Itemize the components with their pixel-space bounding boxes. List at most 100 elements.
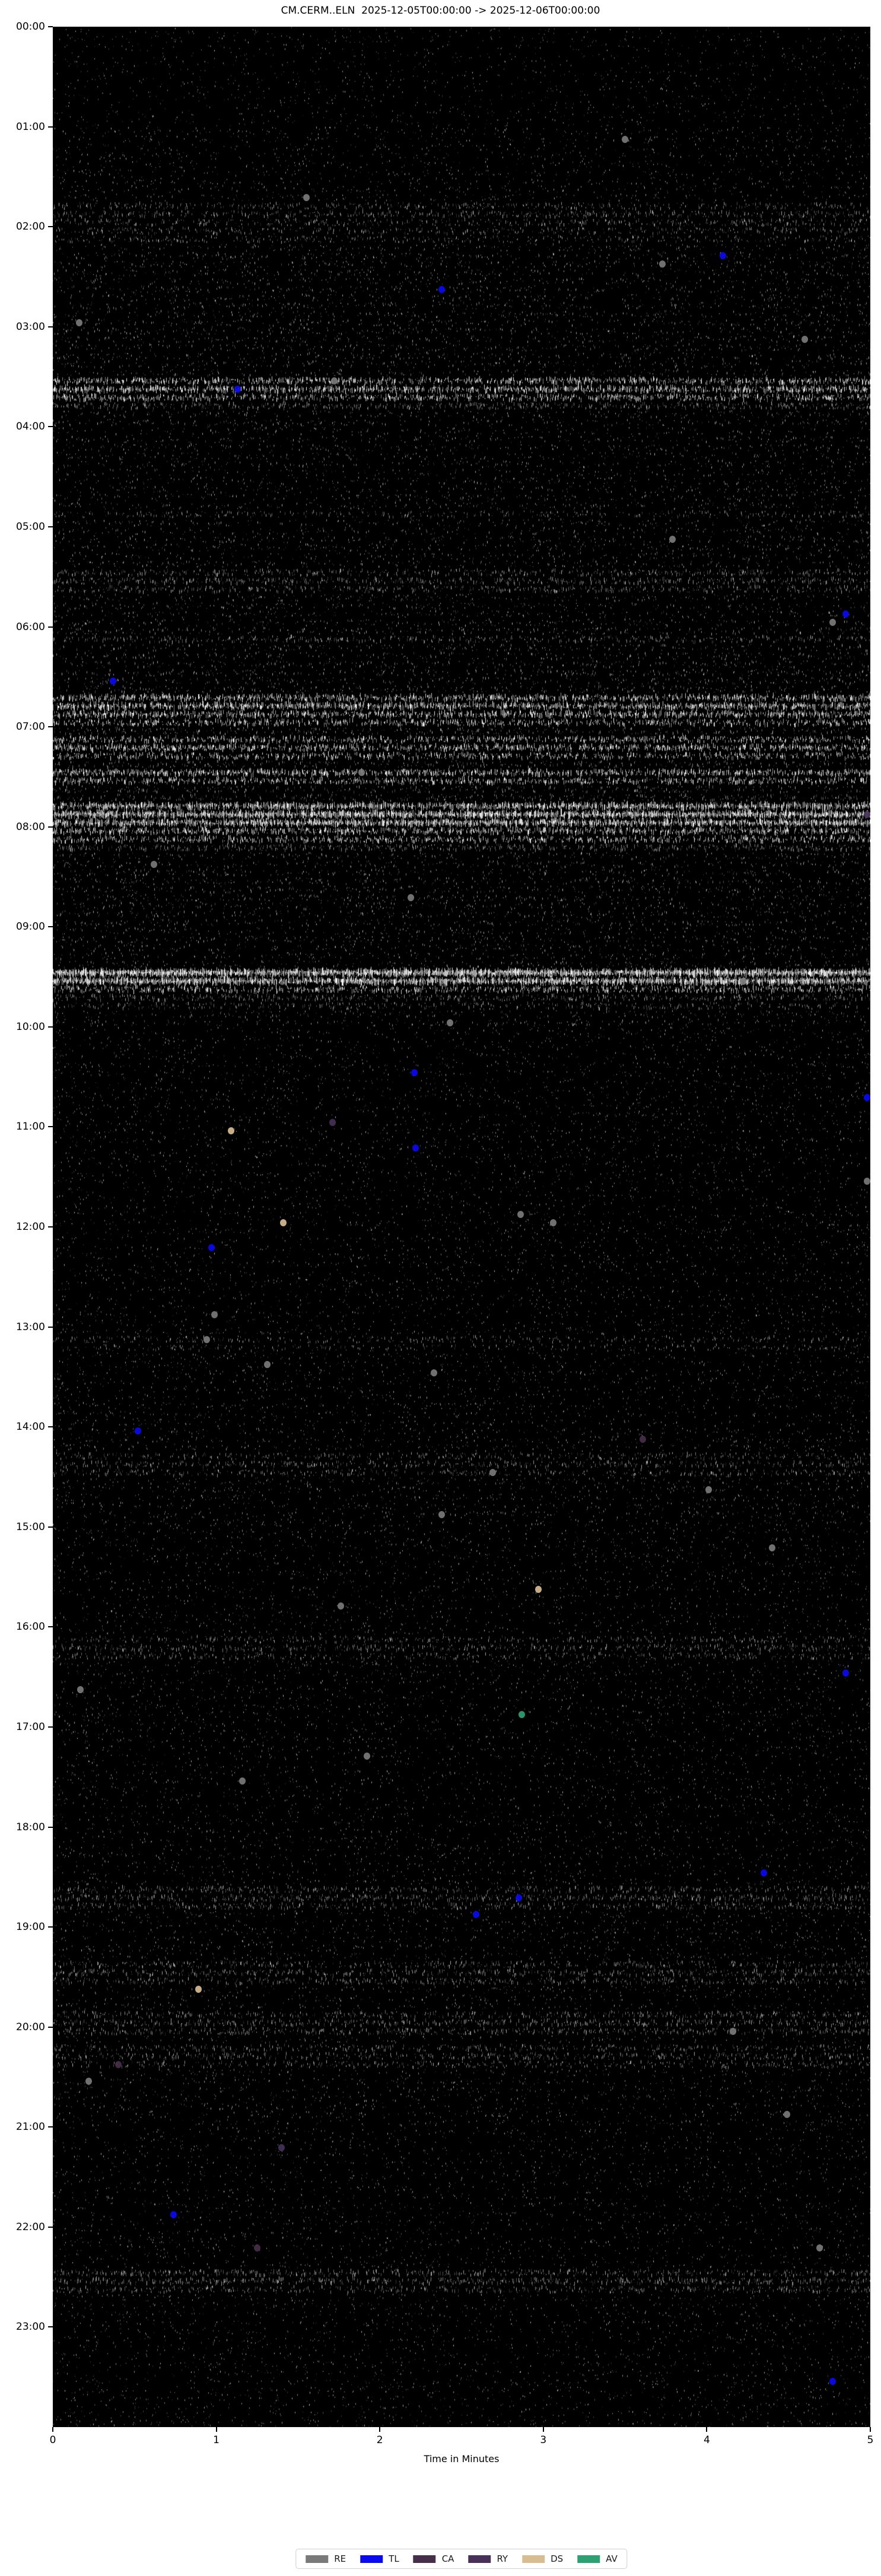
- legend-label: TL: [389, 2553, 399, 2564]
- legend-swatch-DS: [522, 2555, 545, 2563]
- event-marker-TL: [110, 677, 117, 685]
- event-marker-AV: [519, 1710, 526, 1718]
- x-tick-label: 2: [376, 2434, 383, 2446]
- y-tick-label: 21:00: [16, 2121, 45, 2133]
- event-marker-RE: [447, 1019, 454, 1026]
- event-marker-RE: [303, 193, 310, 201]
- legend-label: CA: [441, 2553, 454, 2564]
- legend: RE TL CA RY DS AV: [295, 2549, 628, 2569]
- y-tick-label: 14:00: [16, 1421, 45, 1433]
- event-marker-RE: [829, 619, 837, 626]
- event-marker-RY: [329, 1119, 336, 1127]
- legend-label: RY: [497, 2553, 508, 2564]
- y-tick-label: 19:00: [16, 1921, 45, 1933]
- event-marker-TL: [411, 1069, 418, 1077]
- event-marker-TL: [208, 1244, 215, 1252]
- y-tick-label: 18:00: [16, 1821, 45, 1833]
- y-tick-mark: [48, 726, 53, 728]
- x-tick-mark: [215, 2427, 217, 2432]
- event-marker-RY: [863, 810, 870, 818]
- legend-item-AV: AV: [577, 2553, 618, 2564]
- event-marker-RE: [783, 2111, 790, 2119]
- event-marker-DS: [227, 1127, 234, 1135]
- event-marker-RE: [358, 769, 365, 777]
- y-tick-mark: [48, 1926, 53, 1928]
- event-marker-RE: [549, 1219, 556, 1226]
- event-marker-TL: [412, 1144, 419, 1152]
- y-tick-label: 03:00: [16, 320, 45, 333]
- event-marker-RE: [669, 535, 676, 543]
- event-marker-RE: [622, 135, 629, 143]
- y-tick-mark: [48, 1426, 53, 1428]
- y-tick-label: 23:00: [16, 2321, 45, 2333]
- event-marker-TL: [170, 2211, 177, 2218]
- x-tick-label: 3: [540, 2434, 547, 2446]
- x-tick-label: 1: [213, 2434, 220, 2446]
- event-marker-TL: [720, 252, 727, 260]
- y-tick-mark: [48, 526, 53, 527]
- event-marker-RE: [363, 1753, 370, 1760]
- y-tick-label: 01:00: [16, 120, 45, 133]
- y-tick-mark: [48, 1526, 53, 1528]
- event-marker-RE: [659, 260, 666, 268]
- x-tick-mark: [542, 2427, 544, 2432]
- legend-swatch-RE: [306, 2555, 329, 2563]
- figure-title: CM.CERM..ELN 2025-12-05T00:00:00 -> 2025…: [281, 5, 600, 17]
- y-tick-label: 02:00: [16, 221, 45, 233]
- event-marker-RE: [85, 2077, 93, 2085]
- event-marker-TL: [134, 1427, 141, 1435]
- event-marker-RE: [330, 377, 338, 385]
- event-marker-DS: [280, 1219, 287, 1226]
- x-tick-label: 5: [867, 2434, 874, 2446]
- legend-label: RE: [334, 2553, 346, 2564]
- legend-item-TL: TL: [360, 2553, 399, 2564]
- y-tick-label: 04:00: [16, 421, 45, 433]
- event-marker-RE: [77, 1685, 84, 1693]
- event-marker-RE: [263, 1360, 271, 1368]
- event-marker-TL: [515, 1894, 522, 1901]
- y-tick-mark: [48, 926, 53, 928]
- event-marker-RE: [408, 894, 415, 902]
- event-marker-TL: [473, 1911, 480, 1918]
- legend-swatch-RY: [468, 2555, 491, 2563]
- y-tick-label: 22:00: [16, 2221, 45, 2233]
- y-tick-mark: [48, 126, 53, 128]
- event-marker-RE: [211, 1311, 218, 1318]
- y-tick-mark: [48, 426, 53, 428]
- x-tick-mark: [379, 2427, 381, 2432]
- event-marker-RE: [151, 860, 158, 868]
- legend-swatch-TL: [360, 2555, 383, 2563]
- y-tick-mark: [48, 2126, 53, 2128]
- y-tick-label: 15:00: [16, 1521, 45, 1533]
- y-tick-label: 16:00: [16, 1621, 45, 1633]
- event-marker-RE: [729, 2027, 736, 2035]
- x-tick-mark: [52, 2427, 53, 2432]
- y-tick-label: 10:00: [16, 1020, 45, 1033]
- event-marker-RE: [489, 1469, 496, 1477]
- legend-swatch-CA: [413, 2555, 436, 2563]
- event-marker-RE: [337, 1602, 344, 1610]
- y-tick-label: 08:00: [16, 820, 45, 833]
- event-marker-RE: [75, 319, 82, 326]
- y-tick-label: 06:00: [16, 621, 45, 633]
- event-marker-DS: [535, 1586, 542, 1594]
- x-tick-label: 4: [703, 2434, 710, 2446]
- y-tick-mark: [48, 2026, 53, 2028]
- event-marker-RE: [769, 1544, 776, 1551]
- y-tick-mark: [48, 1326, 53, 1328]
- x-tick-mark: [870, 2427, 871, 2432]
- event-marker-RE: [239, 1777, 246, 1785]
- legend-swatch-AV: [577, 2555, 600, 2563]
- y-tick-mark: [48, 1826, 53, 1828]
- event-marker-RE: [517, 1210, 524, 1218]
- event-marker-CA: [640, 1436, 647, 1443]
- event-marker-TL: [863, 1094, 870, 1102]
- y-tick-mark: [48, 826, 53, 828]
- y-tick-mark: [48, 1126, 53, 1128]
- y-tick-label: 09:00: [16, 921, 45, 933]
- legend-item-CA: CA: [413, 2553, 454, 2564]
- y-tick-mark: [48, 626, 53, 628]
- y-tick-mark: [48, 1726, 53, 1728]
- y-tick-label: 11:00: [16, 1121, 45, 1133]
